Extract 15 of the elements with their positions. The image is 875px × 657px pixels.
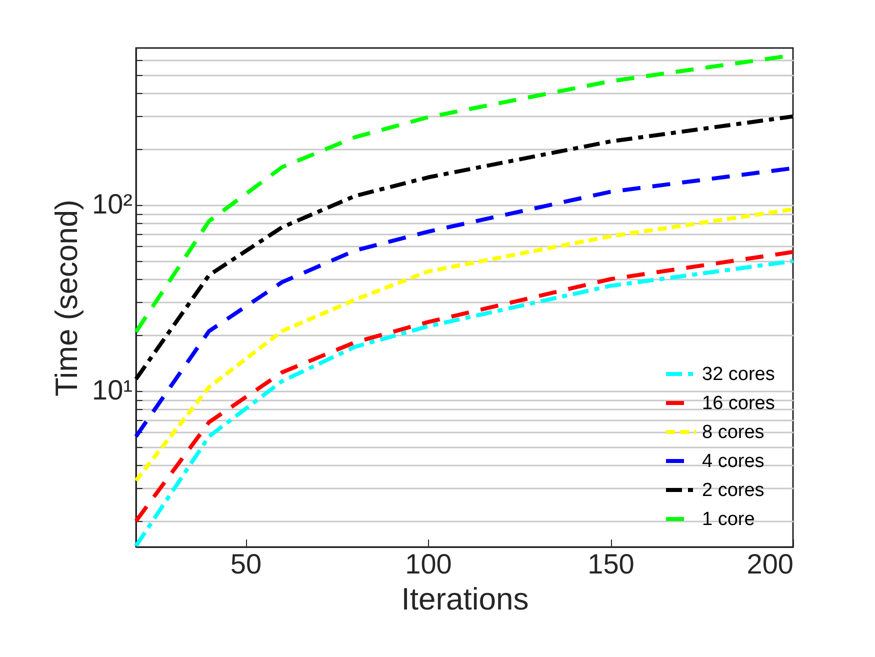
- y-tick-label: 10²: [92, 188, 132, 220]
- x-tick-label: 200: [746, 548, 794, 580]
- x-tick-label: 50: [230, 548, 262, 580]
- legend-label: 2 cores: [702, 480, 764, 501]
- x-axis-title: Iterations: [401, 582, 529, 616]
- legend-label: 4 cores: [702, 451, 764, 472]
- x-tick-label: 100: [405, 548, 452, 580]
- legend-label: 16 cores: [702, 393, 775, 414]
- legend-label: 1 core: [702, 509, 755, 530]
- line-series: [134, 114, 795, 382]
- y-tick-label: 10¹: [92, 374, 132, 406]
- legend-label: 8 cores: [702, 422, 764, 443]
- legend-label: 32 cores: [702, 364, 775, 385]
- x-tick-label: 150: [588, 548, 634, 580]
- y-axis-title: Time (second): [49, 200, 84, 396]
